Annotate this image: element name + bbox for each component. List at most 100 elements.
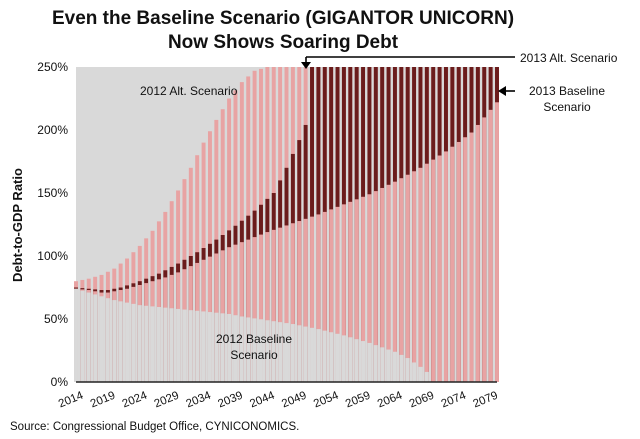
bar-2013-baseline-2080 xyxy=(495,102,499,382)
bar-2012-baseline-2014 xyxy=(74,288,78,382)
annotation-2013-baseline-line-1: 2013 Baseline xyxy=(529,84,605,98)
bar-2013-baseline-2068 xyxy=(418,167,423,382)
bar-2012-baseline-2059 xyxy=(361,341,366,382)
bar-2012-baseline-2034 xyxy=(201,311,206,382)
chart-title-line-1: Even the Baseline Scenario (GIGANTOR UNI… xyxy=(52,8,514,29)
bar-2013-baseline-2059 xyxy=(361,196,366,382)
bar-2013-baseline-2040 xyxy=(239,242,244,382)
bar-2013-baseline-2049 xyxy=(297,221,302,382)
bar-2013-baseline-2064 xyxy=(392,181,397,382)
y-tick-label: 200% xyxy=(37,123,68,137)
bar-2012-baseline-2044 xyxy=(265,320,270,382)
bar-2012-baseline-2017 xyxy=(93,294,98,382)
bar-2013-baseline-2067 xyxy=(412,171,417,382)
bar-2013-baseline-2046 xyxy=(278,227,283,382)
y-tick-label: 250% xyxy=(37,60,68,74)
annotation-2012-baseline-line-1: 2012 Baseline xyxy=(216,332,292,346)
bar-2012-baseline-2043 xyxy=(259,319,263,382)
bar-2013-baseline-2062 xyxy=(380,187,385,382)
arrow-2013-baseline-head xyxy=(498,86,506,96)
bar-2012-baseline-2021 xyxy=(118,301,123,382)
bar-2012-baseline-2067 xyxy=(412,362,417,382)
bar-2012-baseline-2028 xyxy=(163,307,168,382)
bar-2013-baseline-2048 xyxy=(290,223,295,382)
bar-2013-baseline-2074 xyxy=(456,141,461,382)
x-tick-label: 2019 xyxy=(89,390,117,411)
bar-2012-baseline-2068 xyxy=(418,366,423,382)
bar-2012-baseline-2061 xyxy=(373,345,378,382)
bar-2012-baseline-2042 xyxy=(252,318,257,382)
bar-2012-baseline-2031 xyxy=(182,309,187,382)
bar-2012-baseline-2049 xyxy=(297,325,302,382)
bar-2012-baseline-2035 xyxy=(207,312,212,382)
bar-2013-baseline-2066 xyxy=(405,174,410,382)
bar-2013-baseline-2073 xyxy=(450,146,455,382)
bar-2013-baseline-2047 xyxy=(284,225,289,382)
bar-2012-baseline-2046 xyxy=(278,322,283,382)
bar-2013-baseline-2060 xyxy=(367,194,372,382)
bar-2013-baseline-2044 xyxy=(265,232,270,382)
bar-2012-baseline-2060 xyxy=(367,342,372,382)
bar-2012-baseline-2026 xyxy=(150,306,155,382)
bar-2012-baseline-2025 xyxy=(144,305,149,382)
bar-2012-baseline-2048 xyxy=(290,324,295,382)
source-note: Source: Congressional Budget Office, CYN… xyxy=(10,421,299,433)
x-tick-label: 2079 xyxy=(472,390,500,411)
bar-2012-baseline-2038 xyxy=(227,313,232,382)
bar-2013-baseline-2054 xyxy=(329,209,334,382)
bar-2013-baseline-2070 xyxy=(431,159,436,382)
bar-2012-baseline-2052 xyxy=(316,329,321,382)
x-tick-label: 2044 xyxy=(248,389,277,410)
y-tick-label: 100% xyxy=(37,249,68,263)
bar-2012-baseline-2019 xyxy=(105,298,110,382)
x-tick-label: 2074 xyxy=(440,389,469,410)
bar-2012-baseline-2053 xyxy=(322,330,327,382)
bar-2012-baseline-2040 xyxy=(239,316,244,382)
bar-2013-baseline-2041 xyxy=(246,239,251,382)
bar-2012-baseline-2020 xyxy=(112,300,117,382)
bar-2012-baseline-2023 xyxy=(131,303,136,382)
chart-title-line-2: Now Shows Soaring Debt xyxy=(168,32,399,53)
bar-2012-baseline-2055 xyxy=(335,333,340,382)
y-tick-label: 0% xyxy=(51,375,69,389)
bar-2012-baseline-2054 xyxy=(329,332,334,382)
bar-2012-baseline-2056 xyxy=(341,335,346,382)
bar-2013-baseline-2045 xyxy=(271,229,276,382)
bar-2012-baseline-2024 xyxy=(137,305,142,382)
bar-2012-baseline-2032 xyxy=(188,310,193,382)
x-tick-label: 2059 xyxy=(344,390,372,411)
bar-2013-baseline-2042 xyxy=(252,237,257,382)
bar-2013-baseline-2078 xyxy=(482,117,487,383)
bar-2013-baseline-2043 xyxy=(259,234,263,382)
x-tick-label: 2039 xyxy=(216,390,244,411)
bar-2013-baseline-2077 xyxy=(475,124,480,383)
bar-2013-baseline-2075 xyxy=(463,137,468,382)
bar-2013-baseline-2051 xyxy=(310,216,314,382)
bar-2013-baseline-2072 xyxy=(443,151,448,382)
bar-2012-baseline-2022 xyxy=(125,302,130,382)
bar-2012-baseline-2015 xyxy=(80,290,85,382)
x-tick-label: 2069 xyxy=(408,390,436,411)
y-axis-ticks: 0% 50% 100% 150% 200% 250% xyxy=(37,60,68,389)
y-tick-label: 50% xyxy=(44,312,68,326)
bar-2013-baseline-2061 xyxy=(373,191,378,382)
x-tick-label: 2024 xyxy=(121,389,150,410)
bar-2013-baseline-2053 xyxy=(322,211,327,382)
x-tick-label: 2054 xyxy=(312,389,341,410)
bar-2012-baseline-2018 xyxy=(99,296,104,382)
bar-2013-baseline-2071 xyxy=(437,155,442,382)
x-tick-label: 2029 xyxy=(153,390,181,411)
bar-2012-baseline-2041 xyxy=(246,317,251,382)
bar-2012-baseline-2050 xyxy=(303,326,308,382)
annotation-2013-alt: 2013 Alt. Scenario xyxy=(520,51,618,65)
y-tick-label: 150% xyxy=(37,186,68,200)
bar-2012-baseline-2047 xyxy=(284,323,289,382)
bar-2012-baseline-2016 xyxy=(86,292,91,382)
plot-area xyxy=(74,67,499,383)
bar-2013-baseline-2050 xyxy=(303,218,308,382)
bar-2012-baseline-2066 xyxy=(405,358,410,382)
bar-2012-baseline-2036 xyxy=(214,312,219,382)
bar-2012-baseline-2065 xyxy=(399,354,404,382)
x-axis-ticks: 2014 2019 2024 2029 2034 2039 2044 2049 2054 2059… xyxy=(57,389,500,410)
arrow-2013-alt-head xyxy=(301,62,311,69)
